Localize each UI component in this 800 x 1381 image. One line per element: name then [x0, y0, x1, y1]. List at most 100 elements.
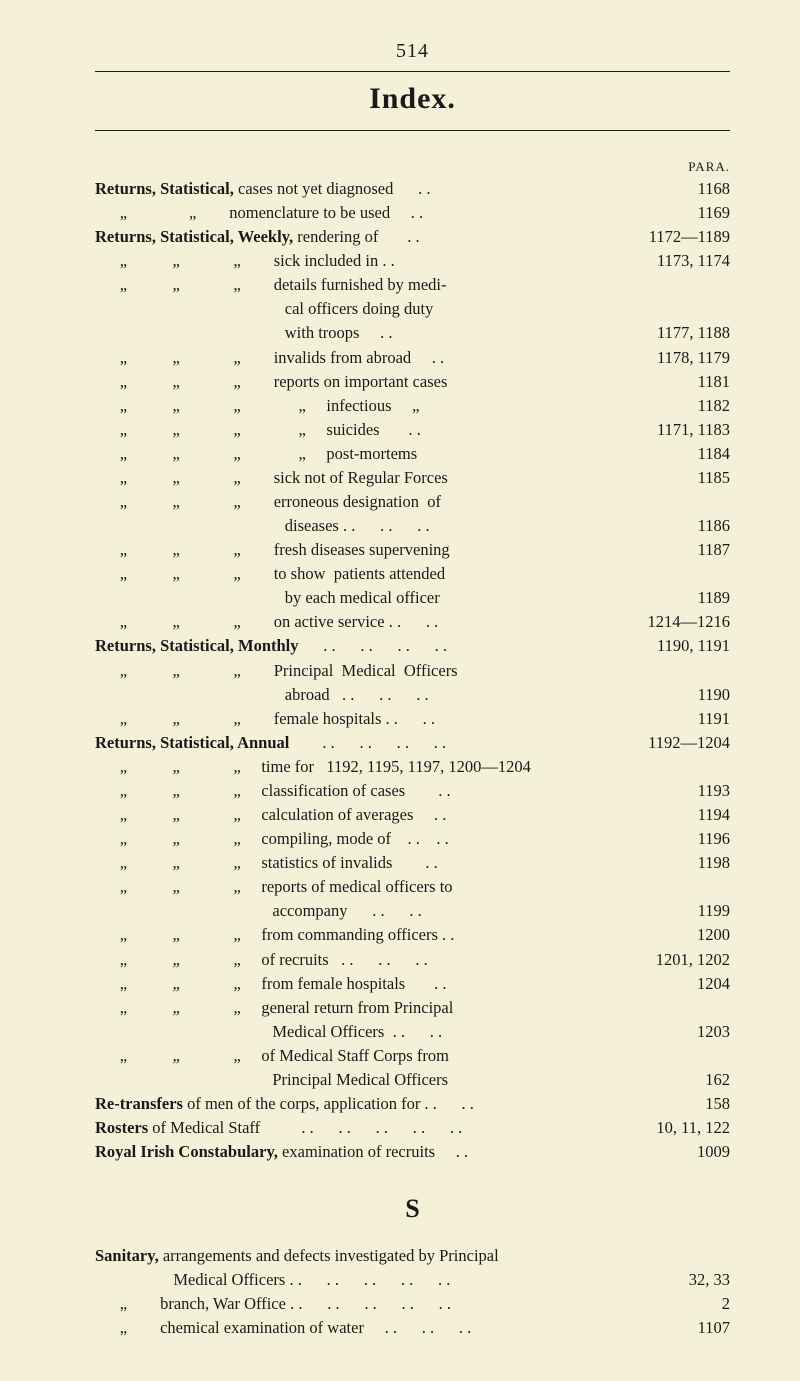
index-entries-s: Sanitary, arrangements and defects inves…	[95, 1244, 730, 1340]
entry-para-number: 1168	[628, 177, 730, 201]
entry-headword: Sanitary,	[95, 1246, 159, 1265]
entry-headword: Returns, Statistical, Annual	[95, 733, 289, 752]
entry-text: „ „ „ of Medical Staff Corps from	[95, 1044, 628, 1068]
index-row: „ „ „ statistics of invalids . .1198	[95, 851, 730, 875]
entry-text: Principal Medical Officers	[95, 1068, 628, 1092]
entry-headword: Returns, Statistical,	[95, 179, 234, 198]
entry-para-number: 1181	[628, 370, 730, 394]
entry-text: „ „ „ erroneous designation of	[95, 490, 628, 514]
index-row: Returns, Statistical, Annual . . . . . .…	[95, 731, 730, 755]
entry-para-number: 1201, 1202	[598, 948, 730, 972]
index-row: „ „ „ erroneous designation of	[95, 490, 730, 514]
section-letter-s: S	[95, 1194, 730, 1224]
index-row: accompany . . . .1199	[95, 899, 730, 923]
index-row: „ „ „ „ post-mortems1184	[95, 442, 730, 466]
index-row: Returns, Statistical, Monthly . . . . . …	[95, 634, 730, 658]
entry-para-number: 10, 11, 122	[598, 1116, 730, 1140]
index-row: Principal Medical Officers162	[95, 1068, 730, 1092]
index-row: „ „ „ general return from Principal	[95, 996, 730, 1020]
entry-para-number	[628, 490, 730, 514]
entry-headword: Re-transfers	[95, 1094, 183, 1113]
index-row: „ „ „ „ infectious „1182	[95, 394, 730, 418]
entry-para-number: 1172—1189	[598, 225, 730, 249]
entry-text: „ „ „ calculation of averages . .	[95, 803, 628, 827]
entry-text: „ „ „ Principal Medical Officers	[95, 659, 628, 683]
entry-text: „ „ „ female hospitals . . . .	[95, 707, 628, 731]
index-row: Returns, Statistical, cases not yet diag…	[95, 177, 730, 201]
entry-para-number: 162	[628, 1068, 730, 1092]
entry-text: Returns, Statistical, cases not yet diag…	[95, 177, 628, 201]
entry-text: „ „ „ to show patients attended	[95, 562, 628, 586]
entry-para-number	[628, 1244, 730, 1268]
index-row: abroad . . . . . .1190	[95, 683, 730, 707]
entry-text: „ „ „ „ post-mortems	[95, 442, 628, 466]
index-row: Medical Officers . . . .1203	[95, 1020, 730, 1044]
entry-para-number: 158	[628, 1092, 730, 1116]
sub-rule	[95, 130, 730, 131]
entry-para-number	[598, 755, 730, 779]
entry-para-number: 1186	[628, 514, 730, 538]
entry-text: „ „ „ reports of medical officers to	[95, 875, 628, 899]
entry-para-number	[628, 297, 730, 321]
page-container: 514 Index. PARA. Returns, Statistical, c…	[0, 0, 800, 1381]
index-row: „ „ „ Principal Medical Officers	[95, 659, 730, 683]
entry-text: „ „ „ from commanding officers . .	[95, 923, 628, 947]
entry-text: „ „ „ on active service . . . .	[95, 610, 598, 634]
index-row: Medical Officers . . . . . . . . . .32, …	[95, 1268, 730, 1292]
index-entries: Returns, Statistical, cases not yet diag…	[95, 177, 730, 1164]
entry-para-number: 1199	[628, 899, 730, 923]
entry-para-number: 1184	[628, 442, 730, 466]
para-column-label: PARA.	[95, 159, 730, 175]
entry-text: „ „ „ classification of cases . .	[95, 779, 628, 803]
entry-para-number: 32, 33	[628, 1268, 730, 1292]
index-row: by each medical officer1189	[95, 586, 730, 610]
index-row: „ „ „ on active service . . . .1214—1216	[95, 610, 730, 634]
index-row: „ „ „ reports of medical officers to	[95, 875, 730, 899]
index-row: „ „ „ time for 1192, 1195, 1197, 1200—12…	[95, 755, 730, 779]
entry-para-number: 1214—1216	[598, 610, 730, 634]
entry-text: diseases . . . . . .	[95, 514, 628, 538]
entry-para-number: 1177, 1188	[598, 321, 730, 345]
entry-text: with troops . .	[95, 321, 598, 345]
entry-text: „ „ „ sick included in . .	[95, 249, 598, 273]
entry-text: Returns, Statistical, Monthly . . . . . …	[95, 634, 598, 658]
index-row: „ „ „ sick included in . .1173, 1174	[95, 249, 730, 273]
index-row: Returns, Statistical, Weekly, rendering …	[95, 225, 730, 249]
page-number: 514	[95, 40, 730, 63]
entry-text: „ „ „ from female hospitals . .	[95, 972, 628, 996]
index-row: „ „ „ female hospitals . . . .1191	[95, 707, 730, 731]
index-row: „ „ „ of recruits . . . . . .1201, 1202	[95, 948, 730, 972]
index-row: Rosters of Medical Staff . . . . . . . .…	[95, 1116, 730, 1140]
entry-headword: Royal Irish Constabulary,	[95, 1142, 278, 1161]
entry-para-number	[628, 562, 730, 586]
entry-text: „ „ nomenclature to be used . .	[95, 201, 628, 225]
entry-para-number	[628, 273, 730, 297]
entry-text: „ „ „ of recruits . . . . . .	[95, 948, 598, 972]
index-row: „ chemical examination of water . . . . …	[95, 1316, 730, 1340]
index-row: with troops . .1177, 1188	[95, 321, 730, 345]
entry-para-number: 1203	[628, 1020, 730, 1044]
entry-text: Medical Officers . . . .	[95, 1020, 628, 1044]
entry-para-number: 1196	[628, 827, 730, 851]
index-row: „ „ „ from female hospitals . .1204	[95, 972, 730, 996]
entry-text: Medical Officers . . . . . . . . . .	[95, 1268, 628, 1292]
entry-text: „ „ „ compiling, mode of . . . .	[95, 827, 628, 851]
index-row: „ „ „ from commanding officers . .1200	[95, 923, 730, 947]
index-row: „ „ „ to show patients attended	[95, 562, 730, 586]
entry-para-number	[628, 996, 730, 1020]
entry-text: „ „ „ details furnished by medi-	[95, 273, 628, 297]
top-rule	[95, 71, 730, 72]
index-title: Index.	[95, 82, 730, 116]
entry-text: Royal Irish Constabulary, examination of…	[95, 1140, 628, 1164]
entry-para-number: 1194	[628, 803, 730, 827]
entry-para-number: 1190, 1191	[598, 634, 730, 658]
entry-para-number: 1200	[628, 923, 730, 947]
index-row: Re-transfers of men of the corps, applic…	[95, 1092, 730, 1116]
index-row: „ „ „ details furnished by medi-	[95, 273, 730, 297]
entry-text: „ „ „ general return from Principal	[95, 996, 628, 1020]
index-row: „ „ „ calculation of averages . .1194	[95, 803, 730, 827]
entry-para-number: 1190	[628, 683, 730, 707]
entry-para-number: 1192—1204	[598, 731, 730, 755]
entry-para-number: 1171, 1183	[598, 418, 730, 442]
entry-headword: Rosters	[95, 1118, 148, 1137]
